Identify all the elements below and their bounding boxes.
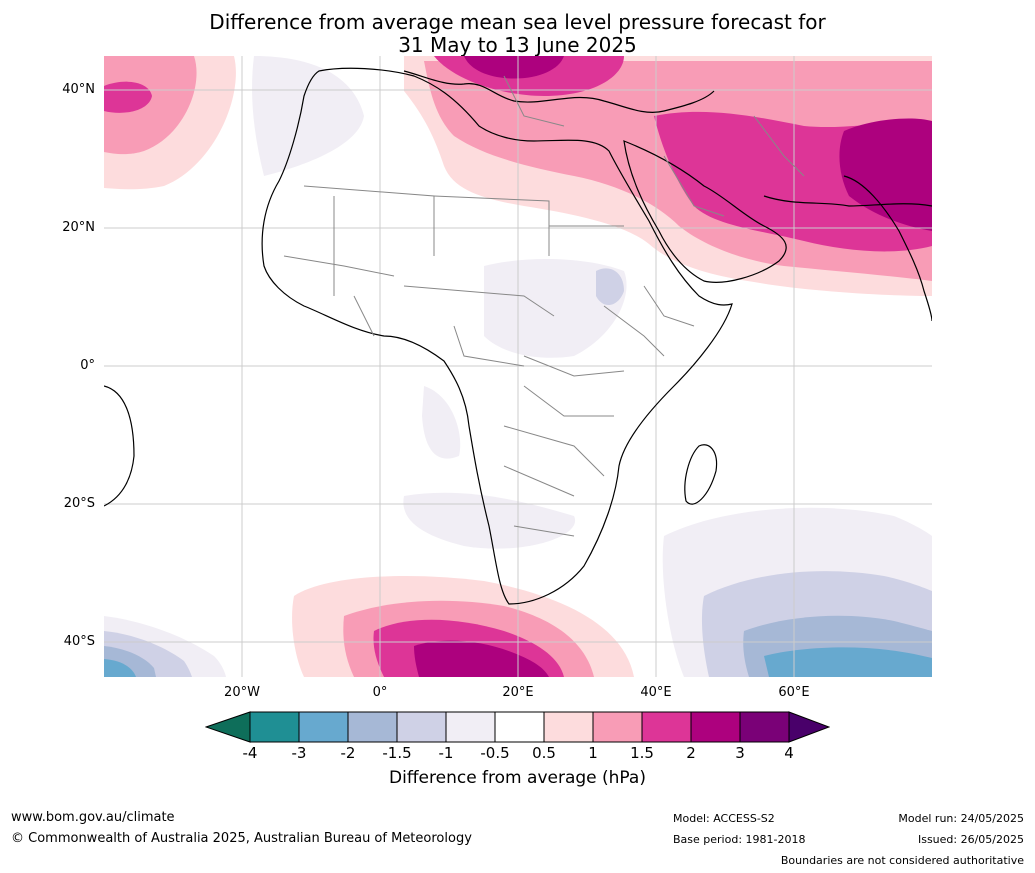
colorbar-segment: [543, 711, 594, 743]
colorbar: [205, 711, 830, 743]
map-title-line2: 31 May to 13 June 2025: [398, 33, 637, 57]
footer-url: www.bom.gov.au/climate: [11, 810, 175, 825]
lon-label-60e: 60°E: [778, 685, 810, 700]
colorbar-tick-label: 4: [784, 744, 794, 762]
anomaly-shading: [104, 56, 932, 677]
lat-label-40n: 40°N: [62, 82, 95, 97]
colorbar-segment: [445, 711, 496, 743]
lon-label-20w: 20°W: [224, 685, 260, 700]
colorbar-tick-label: 3: [735, 744, 745, 762]
lon-label-20e: 20°E: [502, 685, 534, 700]
map-title-line1: Difference from average mean sea level p…: [209, 10, 826, 34]
colorbar-tick-label: -1.5: [382, 744, 412, 762]
colorbar-title: Difference from average (hPa): [389, 768, 646, 788]
lat-label-0: 0°: [80, 358, 95, 373]
colorbar-segment: [690, 711, 741, 743]
footer-model-run: Model run: 24/05/2025: [898, 812, 1024, 825]
lon-label-0: 0°: [372, 685, 388, 700]
colorbar-segment: [592, 711, 643, 743]
colorbar-tick-label: -2: [340, 744, 356, 762]
lat-label-20n: 20°N: [62, 220, 95, 235]
colorbar-segment: [347, 711, 398, 743]
colorbar-extend-low: [205, 711, 251, 743]
footer-model: Model: ACCESS-S2: [673, 812, 775, 825]
colorbar-tick-label: -1: [438, 744, 454, 762]
colorbar-tick-label: 0.5: [532, 744, 556, 762]
colorbar-tick-label: -3: [291, 744, 307, 762]
colorbar-extend-high: [788, 711, 830, 743]
colorbar-tick-label: 1: [588, 744, 598, 762]
colorbar-segment: [249, 711, 300, 743]
lat-label-20s: 20°S: [63, 496, 95, 511]
footer-boundaries-note: Boundaries are not considered authoritat…: [780, 854, 1024, 867]
graticule: [104, 56, 932, 677]
colorbar-segment: [396, 711, 447, 743]
colorbar-segment: [494, 711, 545, 743]
colorbar-segment: [298, 711, 349, 743]
colorbar-tick-label: 1.5: [630, 744, 654, 762]
lon-label-40e: 40°E: [640, 685, 672, 700]
footer-copyright: © Commonwealth of Australia 2025, Austra…: [11, 831, 472, 846]
coastlines: [104, 67, 932, 605]
country-borders: [283, 75, 805, 537]
footer-base-period: Base period: 1981-2018: [673, 833, 806, 846]
footer-issued: Issued: 26/05/2025: [917, 833, 1024, 846]
colorbar-tick-label: -0.5: [480, 744, 510, 762]
lat-label-40s: 40°S: [63, 634, 95, 649]
colorbar-segment: [739, 711, 790, 743]
pressure-anomaly-map: [104, 56, 932, 677]
colorbar-tick-label: 2: [686, 744, 696, 762]
colorbar-tick-label: -4: [242, 744, 258, 762]
colorbar-segment: [641, 711, 692, 743]
